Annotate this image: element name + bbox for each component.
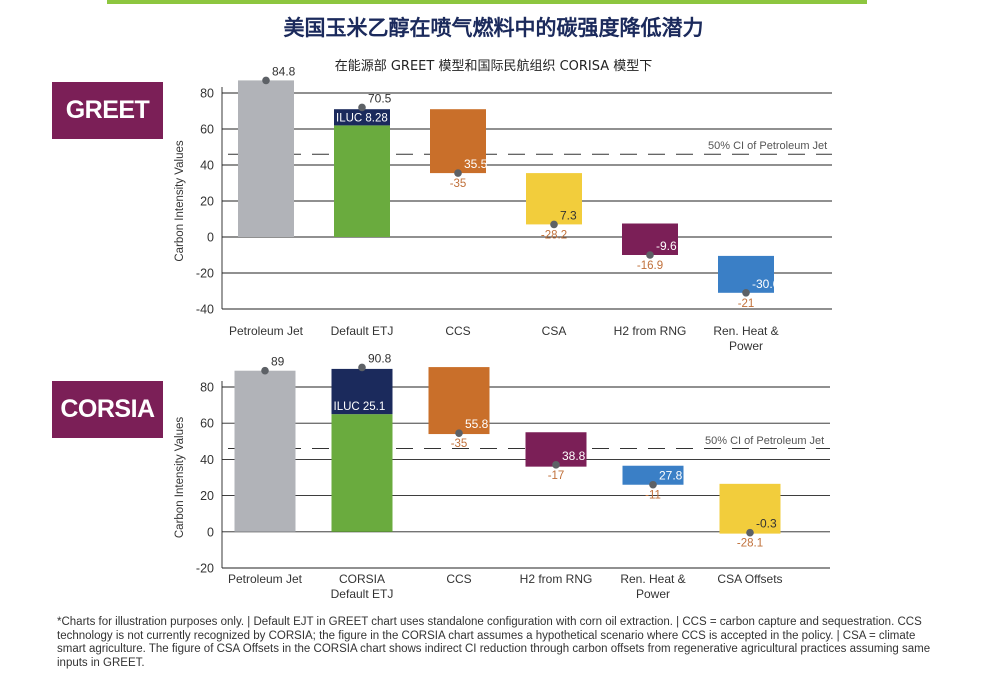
greet-data-point bbox=[358, 103, 366, 112]
greet-y-tick-label: 20 bbox=[200, 195, 214, 209]
greet-value-label: -30.6 bbox=[752, 277, 780, 291]
corsia-y-tick-label: 80 bbox=[200, 381, 214, 395]
greet-category-label: Petroleum Jet bbox=[229, 324, 304, 338]
greet-data-point bbox=[550, 220, 558, 229]
greet-value-label: 84.8 bbox=[272, 64, 296, 78]
greet-reference-label: 50% CI of Petroleum Jet bbox=[708, 140, 827, 152]
corsia-bar bbox=[331, 414, 393, 532]
greet-data-point bbox=[262, 76, 270, 85]
greet-value-label: 35.5 bbox=[464, 157, 488, 171]
corsia-value-label: 38.8 bbox=[562, 449, 586, 463]
page-subtitle: 在能源部 GREET 模型和国际民航组织 CORISA 模型下 bbox=[334, 59, 653, 74]
corsia-y-tick-label: 20 bbox=[200, 489, 214, 503]
corsia-bar bbox=[719, 483, 781, 534]
greet-y-tick-label: 60 bbox=[200, 123, 214, 137]
corsia-data-point bbox=[455, 429, 463, 437]
page-title: 美国玉米乙醇在喷气燃料中的碳强度降低潜力 bbox=[283, 16, 704, 40]
corsia-iluc-label: ILUC 25.1 bbox=[334, 401, 386, 413]
corsia-y-tick-label: 0 bbox=[207, 525, 214, 539]
corsia-delta-label: -28.1 bbox=[737, 538, 763, 550]
corsia-value-label: 90.8 bbox=[368, 351, 392, 365]
corsia-bar bbox=[622, 465, 684, 485]
greet-bar bbox=[334, 125, 390, 237]
corsia-delta-label: -17 bbox=[548, 470, 565, 482]
greet-bar bbox=[238, 80, 294, 238]
corsia-y-tick-label: 60 bbox=[200, 417, 214, 431]
corsia-category-label: CCS bbox=[446, 572, 471, 586]
greet-chart: Carbon Intensity Values 80 60 40 20 0 -20 -40 50… bbox=[174, 64, 834, 353]
corsia-category-label: Default ETJ bbox=[331, 587, 394, 601]
greet-y-axis-label: Carbon Intensity Values bbox=[174, 140, 186, 261]
corsia-y-tick-label: -20 bbox=[196, 562, 214, 576]
greet-y-tick-label: 0 bbox=[207, 231, 214, 245]
corsia-data-point bbox=[552, 461, 560, 469]
corsia-category-label: H2 from RNG bbox=[520, 572, 593, 586]
corsia-reference-label-bg bbox=[703, 433, 831, 447]
greet-delta-label: -16.9 bbox=[637, 260, 663, 272]
corsia-reference-label: 50% CI of Petroleum Jet bbox=[705, 435, 824, 447]
greet-y-tick-label: 40 bbox=[200, 159, 214, 173]
corsia-iluc-segment bbox=[331, 368, 393, 415]
greet-delta-label: -28.2 bbox=[541, 229, 567, 241]
greet-value-label: 70.5 bbox=[368, 91, 392, 105]
corsia-delta-label: -11 bbox=[645, 490, 661, 502]
corsia-category-label: Ren. Heat & bbox=[620, 572, 685, 586]
greet-category-label: H2 from RNG bbox=[614, 324, 687, 338]
greet-value-label: 7.3 bbox=[560, 208, 577, 222]
corsia-value-label: 27.8 bbox=[659, 469, 683, 483]
greet-delta-label: -21 bbox=[738, 298, 755, 310]
greet-category-label: Power bbox=[729, 339, 763, 353]
greet-bar bbox=[430, 109, 486, 174]
corsia-data-point bbox=[649, 480, 657, 489]
corsia-value-label: 55.8 bbox=[465, 417, 489, 431]
top-accent-rule bbox=[107, 0, 867, 4]
greet-reference-label-bg bbox=[706, 138, 834, 152]
corsia-category-label: Power bbox=[636, 587, 670, 601]
greet-category-label: CSA bbox=[542, 324, 567, 338]
greet-data-point bbox=[742, 289, 750, 297]
corsia-category-label: Petroleum Jet bbox=[228, 572, 303, 586]
greet-category-label: Default ETJ bbox=[331, 324, 394, 338]
corsia-data-point bbox=[746, 528, 754, 537]
greet-data-point bbox=[646, 251, 654, 259]
greet-iluc-segment bbox=[334, 109, 390, 126]
greet-value-label: -9.6 bbox=[656, 239, 677, 253]
greet-bar bbox=[526, 173, 582, 225]
corsia-category-label: CORSIA bbox=[339, 572, 385, 586]
greet-bar bbox=[718, 255, 774, 293]
greet-y-tick-label: 80 bbox=[200, 87, 214, 101]
corsia-badge: CORSIA bbox=[52, 381, 163, 438]
greet-y-tick-label: -40 bbox=[196, 303, 214, 317]
corsia-delta-label: -35 bbox=[451, 438, 468, 450]
greet-iluc-label: ILUC 8.28 bbox=[336, 112, 388, 124]
greet-category-label: Ren. Heat & bbox=[713, 324, 778, 338]
greet-bar bbox=[622, 223, 678, 255]
corsia-chart: Carbon Intensity Values 80 60 40 20 0 -20 50% C… bbox=[174, 351, 831, 601]
greet-data-point bbox=[454, 169, 462, 177]
footnote: *Charts for illustration purposes only. … bbox=[57, 616, 931, 669]
greet-category-label: CCS bbox=[445, 324, 470, 338]
corsia-value-label: -0.3 bbox=[756, 517, 777, 531]
corsia-y-axis-label: Carbon Intensity Values bbox=[174, 417, 186, 538]
corsia-bar bbox=[234, 370, 296, 532]
greet-delta-label: -35 bbox=[450, 178, 467, 190]
greet-badge: GREET bbox=[52, 82, 163, 139]
corsia-bar bbox=[428, 367, 490, 435]
corsia-category-label: CSA Offsets bbox=[717, 572, 782, 586]
corsia-value-label: 89 bbox=[271, 355, 285, 369]
corsia-data-point bbox=[358, 363, 366, 372]
corsia-bar bbox=[525, 432, 587, 467]
greet-y-tick-label: -20 bbox=[196, 267, 214, 281]
corsia-data-point bbox=[261, 366, 269, 375]
corsia-y-tick-label: 40 bbox=[200, 453, 214, 467]
